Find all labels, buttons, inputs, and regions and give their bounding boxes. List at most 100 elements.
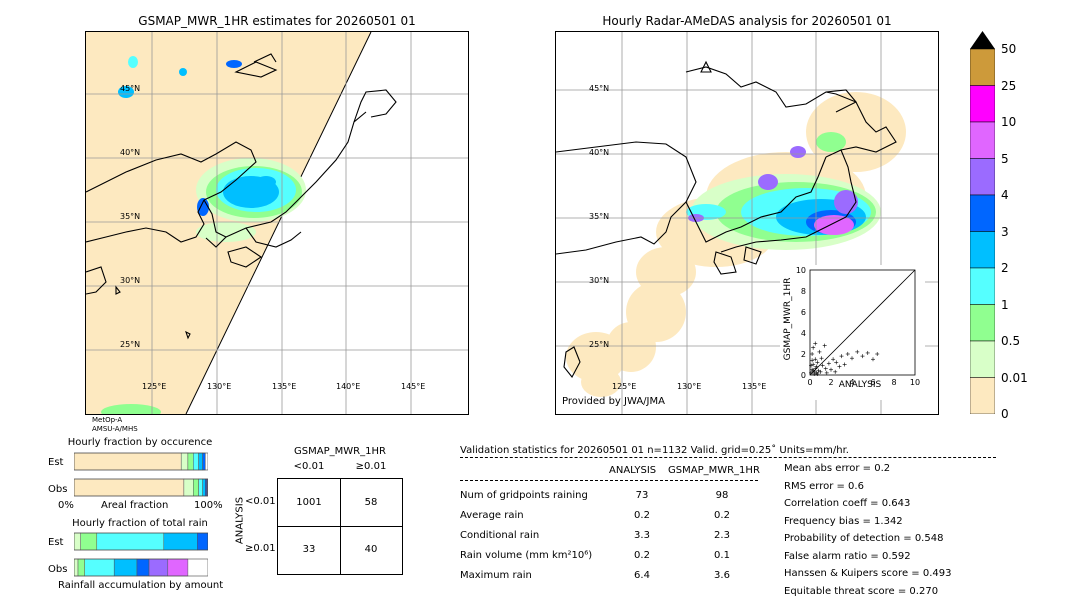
scatter-point (850, 356, 854, 361)
lat-label: 30°N (120, 276, 141, 285)
lon-label: 140°E (336, 382, 361, 391)
right-map-coastline (556, 60, 897, 378)
stacked-bar-segment (74, 478, 185, 497)
validation-divider-top (460, 457, 996, 458)
satellite-note-line-2: AMSU-A/MHS (92, 425, 138, 433)
validation-row-gsmap: 3.6 (714, 570, 730, 581)
occurrence-chart (74, 452, 208, 497)
scatter-xtick: 6 (870, 378, 875, 387)
total-rain-row-est: Est (48, 537, 64, 548)
contingency-cell: 58 (364, 497, 378, 508)
colorbar-label: 25 (1001, 78, 1017, 93)
scatter-point (822, 343, 827, 348)
validation-score: Correlation coeff = 0.643 (784, 498, 911, 509)
colorbar-label: 0 (1001, 407, 1009, 421)
validation-col-gsmap: GSMAP_MWR_1HR (668, 465, 760, 476)
radar-rain (686, 132, 881, 250)
colorbar-segment (970, 121, 995, 159)
right-map-canvas (556, 32, 938, 414)
scatter-point (818, 369, 823, 374)
contingency-cell: 1001 (296, 497, 322, 508)
stacked-bar-segment (148, 558, 169, 577)
colorbar-segment (970, 85, 995, 123)
colorbar-canvas (970, 31, 995, 414)
colorbar (970, 31, 995, 414)
scatter-point (810, 352, 815, 356)
validation-row-analysis: 73 (635, 490, 649, 501)
scatter-ytick: 4 (801, 329, 806, 338)
scatter-point (842, 362, 847, 367)
rain-patches (101, 56, 306, 414)
lon-label: 130°E (207, 382, 232, 391)
scatter-point (814, 364, 819, 369)
left-map: 40°N 35°N 30°N 25°N 45°N 125°E 130°E 135°E 140°… (85, 31, 469, 415)
occurrence-axis-left: 0% (58, 500, 74, 511)
stacked-bar-segment (74, 452, 182, 471)
left-map-grid (86, 32, 468, 414)
scatter-point (809, 363, 814, 368)
satellite-note: MetOp-A AMSU-A/MHS (92, 416, 138, 434)
stacked-bar-outline (74, 452, 208, 471)
scatter-xtick: 0 (807, 378, 812, 387)
colorbar-segment (970, 340, 995, 378)
scatter-point (813, 341, 818, 346)
lon-label: 135°E (742, 382, 767, 391)
lon-label: 135°E (272, 382, 297, 391)
contingency-hline (278, 526, 402, 527)
contingency-col-1: <0.01 (293, 461, 325, 472)
lat-label: 25°N (589, 340, 610, 349)
scatter-ytick: 0 (801, 371, 806, 380)
colorbar-label: 10 (1001, 115, 1017, 129)
left-map-canvas (86, 32, 468, 414)
scatter-xlabel: ANALYSIS (838, 380, 882, 390)
colorbar-label: 4 (1001, 188, 1009, 202)
validation-score: Mean abs error = 0.2 (784, 463, 891, 474)
occurrence-axis-mid: Areal fraction (101, 500, 169, 511)
scatter-xtick: 4 (849, 378, 854, 387)
colorbar-segment (970, 231, 995, 269)
lat-label: 40°N (589, 148, 610, 157)
lon-label: 125°E (612, 382, 637, 391)
validation-row-gsmap: 0.2 (714, 510, 730, 521)
scatter-diagonal (809, 269, 916, 376)
scatter-point (811, 368, 816, 373)
colorbar-label: 50 (1001, 42, 1017, 56)
stacked-bar-outline (74, 558, 208, 577)
stacked-bar-segment (180, 452, 189, 471)
lat-label: 25°N (120, 340, 141, 349)
lon-label: 130°E (677, 382, 702, 391)
validation-col-analysis: ANALYSIS (609, 465, 657, 476)
occurrence-bars (74, 452, 208, 497)
validation-score: RMS error = 0.6 (784, 480, 864, 492)
scatter-point (815, 360, 820, 365)
colorbar-extend-triangle (970, 31, 995, 49)
stacked-bar-segment (113, 558, 138, 577)
scatter-ytick: 2 (801, 350, 806, 359)
scatter-point (824, 370, 829, 375)
colorbar-label: 0.01 (1001, 370, 1028, 385)
contingency-col-2: ≥0.01 (355, 461, 387, 472)
validation-score: Equitable threat score = 0.270 (784, 585, 939, 597)
occurrence-row-obs: Obs (48, 484, 68, 495)
colorbar-segment (970, 267, 995, 305)
validation-row-analysis: 0.2 (634, 550, 650, 561)
validation-row-analysis: 6.4 (634, 570, 650, 581)
scatter-xtick: 8 (891, 378, 896, 387)
stacked-bar-segment (84, 558, 115, 577)
scatter-point (811, 362, 816, 367)
colorbar-label: 1 (1001, 297, 1009, 312)
lon-label: 125°E (142, 382, 167, 391)
validation-row-analysis: 3.3 (634, 530, 650, 541)
scatter-point (826, 361, 831, 366)
stacked-bar-segment (167, 558, 189, 577)
stacked-bar-outline (74, 532, 208, 551)
lat-label: 35°N (120, 212, 141, 221)
scatter-panel: 0 0 2 2 4 4 6 6 8 8 10 10 (780, 265, 925, 400)
scatter-point (813, 366, 818, 371)
total-rain-bars (74, 532, 208, 577)
provided-by-label: Provided by JWA/JMA (562, 396, 665, 407)
scatter-point (860, 354, 865, 359)
stacked-bar-segment (187, 452, 194, 471)
occurrence-title: Hourly fraction by occurence (67, 437, 213, 448)
contingency-row-1: <0.01 (245, 496, 276, 507)
